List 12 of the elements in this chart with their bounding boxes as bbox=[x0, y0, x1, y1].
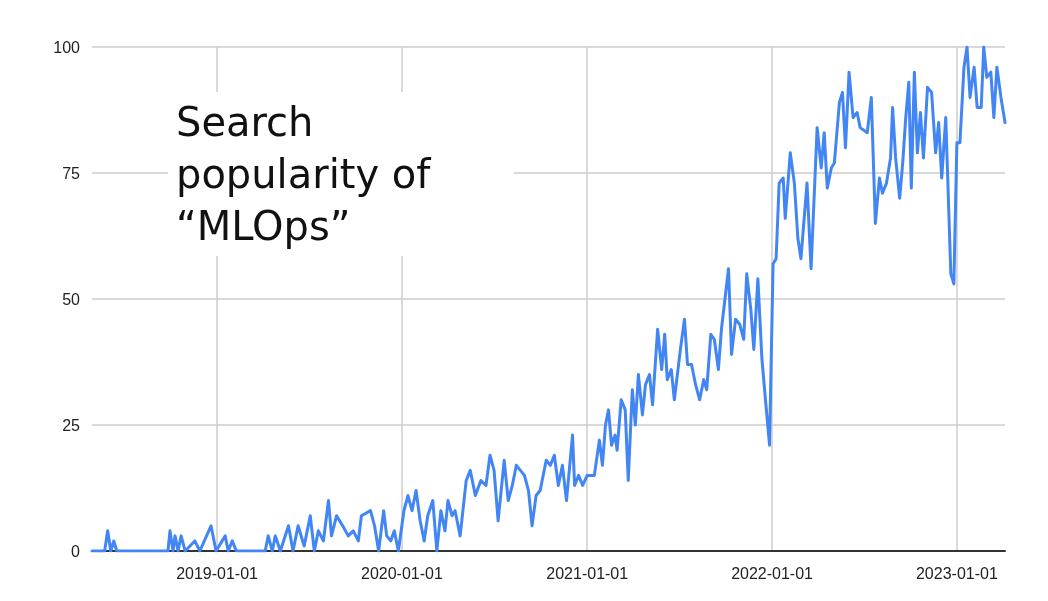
text: Search popularity of “MLOps” bbox=[176, 99, 444, 249]
x-tick-label: 2022-01-01 bbox=[731, 564, 814, 582]
line-series bbox=[90, 45, 1007, 553]
x-tick-label: 2023-01-01 bbox=[915, 564, 998, 582]
y-tick-label: 0 bbox=[71, 542, 81, 560]
y-tick-label: 75 bbox=[62, 164, 81, 182]
x-tick-label: 2020-01-01 bbox=[360, 564, 443, 582]
y-tick-label: 100 bbox=[53, 38, 81, 56]
y-tick-label: 50 bbox=[62, 290, 81, 308]
x-tick-label: 2021-01-01 bbox=[546, 564, 629, 582]
y-tick-label: 25 bbox=[62, 416, 81, 434]
x-tick-label: 2019-01-01 bbox=[176, 564, 259, 582]
